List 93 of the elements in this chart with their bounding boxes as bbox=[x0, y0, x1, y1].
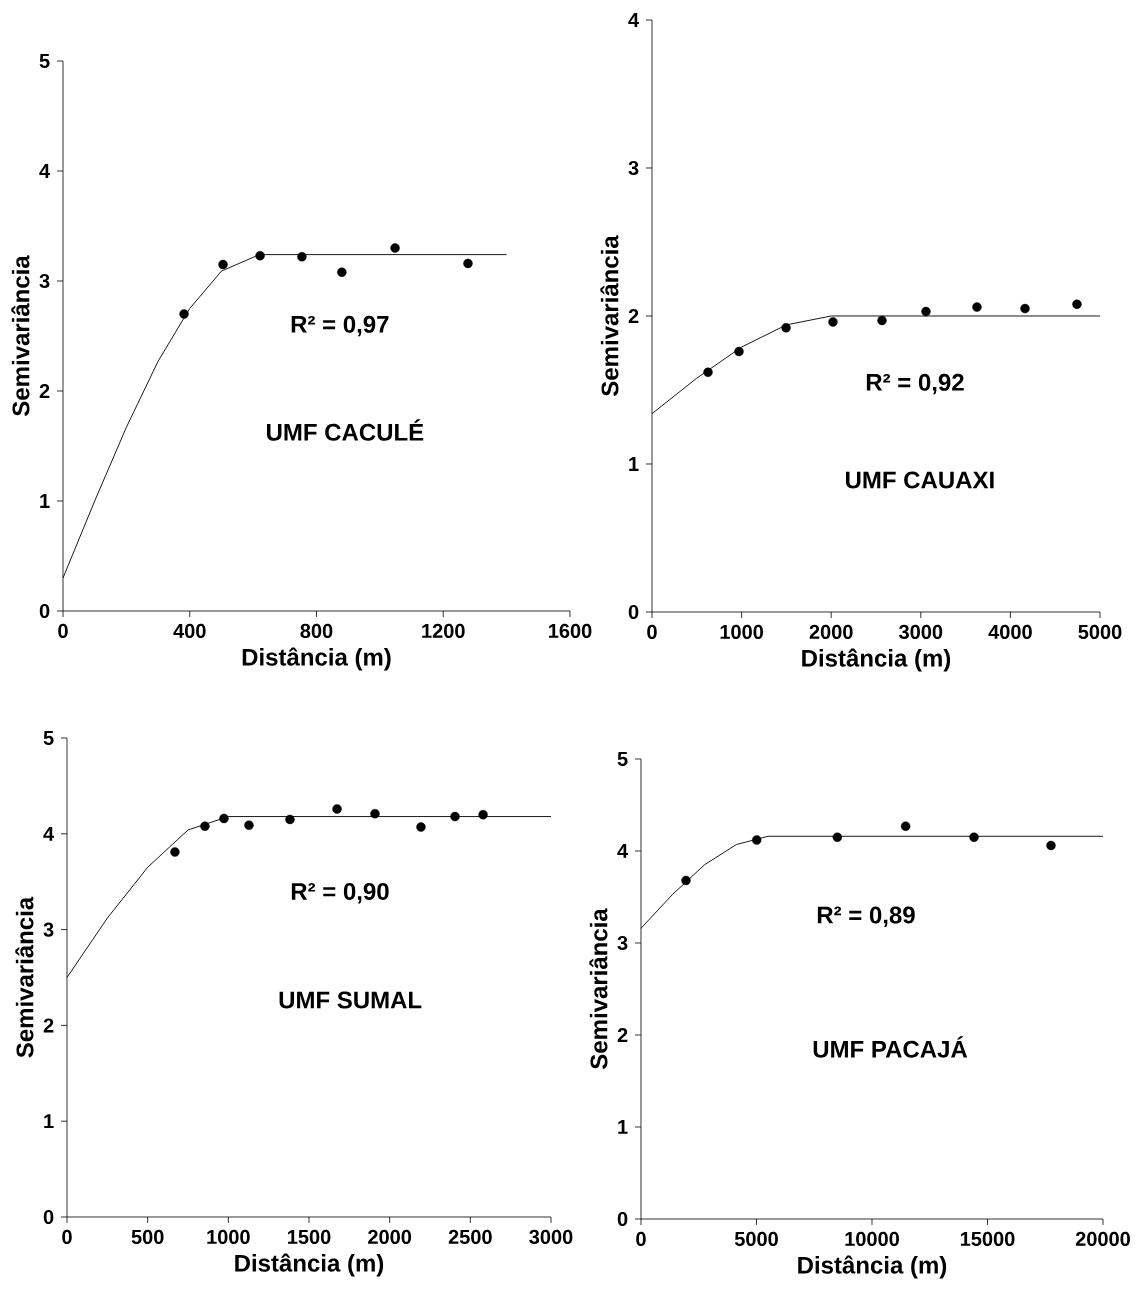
point bbox=[463, 258, 473, 269]
annotation: R² = 0,89 bbox=[817, 906, 915, 928]
x-tick-label: 1600 bbox=[549, 623, 592, 639]
x-tick-label: 0 bbox=[58, 623, 68, 639]
annotation: R² = 0,97 bbox=[291, 315, 389, 337]
x-tick-label: 5000 bbox=[1078, 624, 1122, 640]
y-tick-label: 1 bbox=[44, 1114, 54, 1129]
y-tick-label: 2 bbox=[617, 1028, 628, 1042]
point bbox=[972, 302, 982, 312]
x-tick-label: 500 bbox=[131, 1229, 164, 1245]
point bbox=[285, 814, 295, 825]
x-tick-label: 4000 bbox=[988, 624, 1032, 640]
x-tick-label: 2000 bbox=[809, 624, 853, 640]
x-tick-label: 1000 bbox=[720, 624, 764, 640]
y-tick-label: 1 bbox=[629, 457, 639, 471]
point bbox=[179, 309, 189, 319]
point bbox=[781, 323, 791, 333]
point bbox=[734, 346, 744, 357]
point bbox=[478, 809, 488, 820]
y-tick-label: 3 bbox=[43, 922, 54, 937]
x-tick-label: 1000 bbox=[207, 1229, 250, 1245]
x-tick-label: 0 bbox=[62, 1229, 72, 1245]
x-tick-label: 0 bbox=[647, 624, 657, 640]
y-tick-label: 5 bbox=[39, 54, 50, 68]
x-axis-title: Distância (m) bbox=[802, 648, 951, 672]
x-tick-label: 15000 bbox=[960, 1231, 1015, 1247]
point bbox=[969, 832, 979, 842]
x-tick-label: 5000 bbox=[734, 1231, 778, 1247]
x-tick-label: 400 bbox=[173, 623, 206, 639]
point bbox=[450, 811, 460, 822]
y-tick-label: 5 bbox=[43, 731, 54, 745]
x-tick-label: 10000 bbox=[845, 1231, 899, 1247]
annotation: R² = 0,90 bbox=[291, 882, 389, 904]
y-tick-label: 0 bbox=[39, 603, 50, 619]
point bbox=[752, 835, 762, 845]
point bbox=[416, 822, 426, 832]
point bbox=[297, 252, 307, 262]
point bbox=[218, 259, 228, 270]
y-tick-label: 4 bbox=[617, 844, 629, 858]
y-axis-title: Semivariância bbox=[589, 908, 608, 1070]
x-tick-label: 1200 bbox=[422, 623, 465, 639]
point bbox=[1046, 840, 1056, 851]
y-tick-label: 2 bbox=[43, 1018, 54, 1033]
y-tick-label: 4 bbox=[43, 826, 55, 841]
point bbox=[200, 821, 210, 831]
point bbox=[921, 306, 931, 317]
x-tick-label: 2000 bbox=[368, 1229, 412, 1245]
x-axis-title: Distância (m) bbox=[235, 1253, 384, 1277]
x-tick-label: 3000 bbox=[899, 624, 943, 640]
annotation: UMF CAUAXI bbox=[846, 471, 994, 489]
point bbox=[390, 243, 400, 253]
point bbox=[255, 251, 265, 261]
annotation: R² = 0,92 bbox=[866, 373, 964, 395]
point bbox=[170, 847, 180, 857]
y-tick-label: 0 bbox=[628, 604, 639, 620]
y-tick-label: 2 bbox=[628, 309, 639, 323]
annotation: UMF SUMAL bbox=[279, 991, 422, 1009]
point bbox=[1072, 299, 1082, 309]
x-tick-label: 20000 bbox=[1075, 1231, 1130, 1247]
y-tick-label: 1 bbox=[40, 494, 50, 508]
point bbox=[332, 804, 342, 814]
x-tick-label: 3000 bbox=[529, 1229, 573, 1245]
y-tick-label: 4 bbox=[628, 13, 640, 27]
point bbox=[244, 820, 254, 830]
point bbox=[370, 808, 380, 819]
point bbox=[703, 367, 713, 377]
y-axis-title: Semivariância bbox=[15, 896, 34, 1058]
x-tick-label: 1500 bbox=[288, 1229, 331, 1245]
point bbox=[219, 813, 229, 824]
x-tick-label: 2500 bbox=[448, 1229, 492, 1245]
y-tick-label: 3 bbox=[628, 160, 639, 176]
y-tick-label: 0 bbox=[617, 1211, 628, 1227]
point bbox=[832, 832, 843, 842]
y-axis-title: Semivariância bbox=[11, 255, 30, 417]
y-tick-label: 3 bbox=[39, 273, 50, 289]
x-tick-label: 800 bbox=[300, 623, 333, 639]
annotation: UMF CACULÉ bbox=[267, 419, 424, 441]
point bbox=[877, 315, 887, 326]
annotation: UMF PACAJÁ bbox=[813, 1036, 968, 1058]
point bbox=[681, 875, 691, 886]
y-tick-label: 2 bbox=[39, 384, 50, 398]
y-tick-label: 4 bbox=[39, 164, 51, 178]
y-tick-label: 1 bbox=[618, 1120, 628, 1134]
point bbox=[900, 821, 911, 831]
y-tick-label: 0 bbox=[43, 1209, 54, 1225]
y-tick-label: 3 bbox=[617, 935, 628, 951]
y-axis-title: Semivariância bbox=[600, 235, 619, 397]
x-axis-title: Distância (m) bbox=[798, 1255, 947, 1279]
y-tick-label: 5 bbox=[617, 752, 628, 766]
point bbox=[828, 317, 838, 327]
point bbox=[1020, 303, 1030, 314]
x-axis-title: Distância (m) bbox=[242, 647, 391, 671]
point bbox=[337, 267, 347, 277]
